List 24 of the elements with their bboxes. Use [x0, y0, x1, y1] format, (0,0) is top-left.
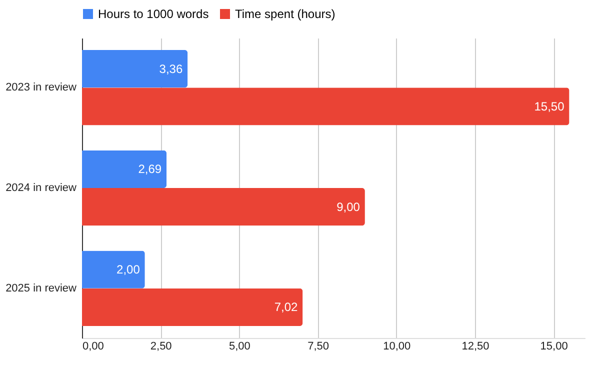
x-tick-label: 5,00	[228, 340, 250, 352]
data-label: 2,69	[138, 162, 162, 176]
x-tick-label: 0,00	[82, 340, 104, 352]
x-tick-label: 7,50	[308, 340, 329, 352]
bar	[82, 288, 303, 326]
y-tick-label: 2025 in review	[6, 282, 77, 294]
bar	[82, 150, 167, 188]
bar	[82, 188, 365, 226]
data-label: 3,36	[159, 62, 183, 76]
bar	[82, 250, 145, 288]
legend-label: Time spent (hours)	[235, 7, 336, 21]
y-tick-label: 2024 in review	[6, 182, 77, 194]
bar	[82, 88, 570, 126]
legend-label: Hours to 1000 words	[98, 7, 209, 21]
data-label: 15,50	[534, 99, 565, 114]
x-tick-label: 12,50	[462, 340, 490, 352]
data-label: 7,02	[274, 300, 298, 314]
x-tick-label: 2,50	[150, 340, 172, 352]
y-tick-label: 2023 in review	[6, 82, 77, 94]
x-tick-label: 10,00	[383, 340, 411, 352]
x-tick-label: 15,00	[540, 340, 568, 352]
bar	[82, 50, 188, 88]
data-label: 2,00	[116, 262, 140, 277]
data-label: 9,00	[336, 200, 360, 214]
